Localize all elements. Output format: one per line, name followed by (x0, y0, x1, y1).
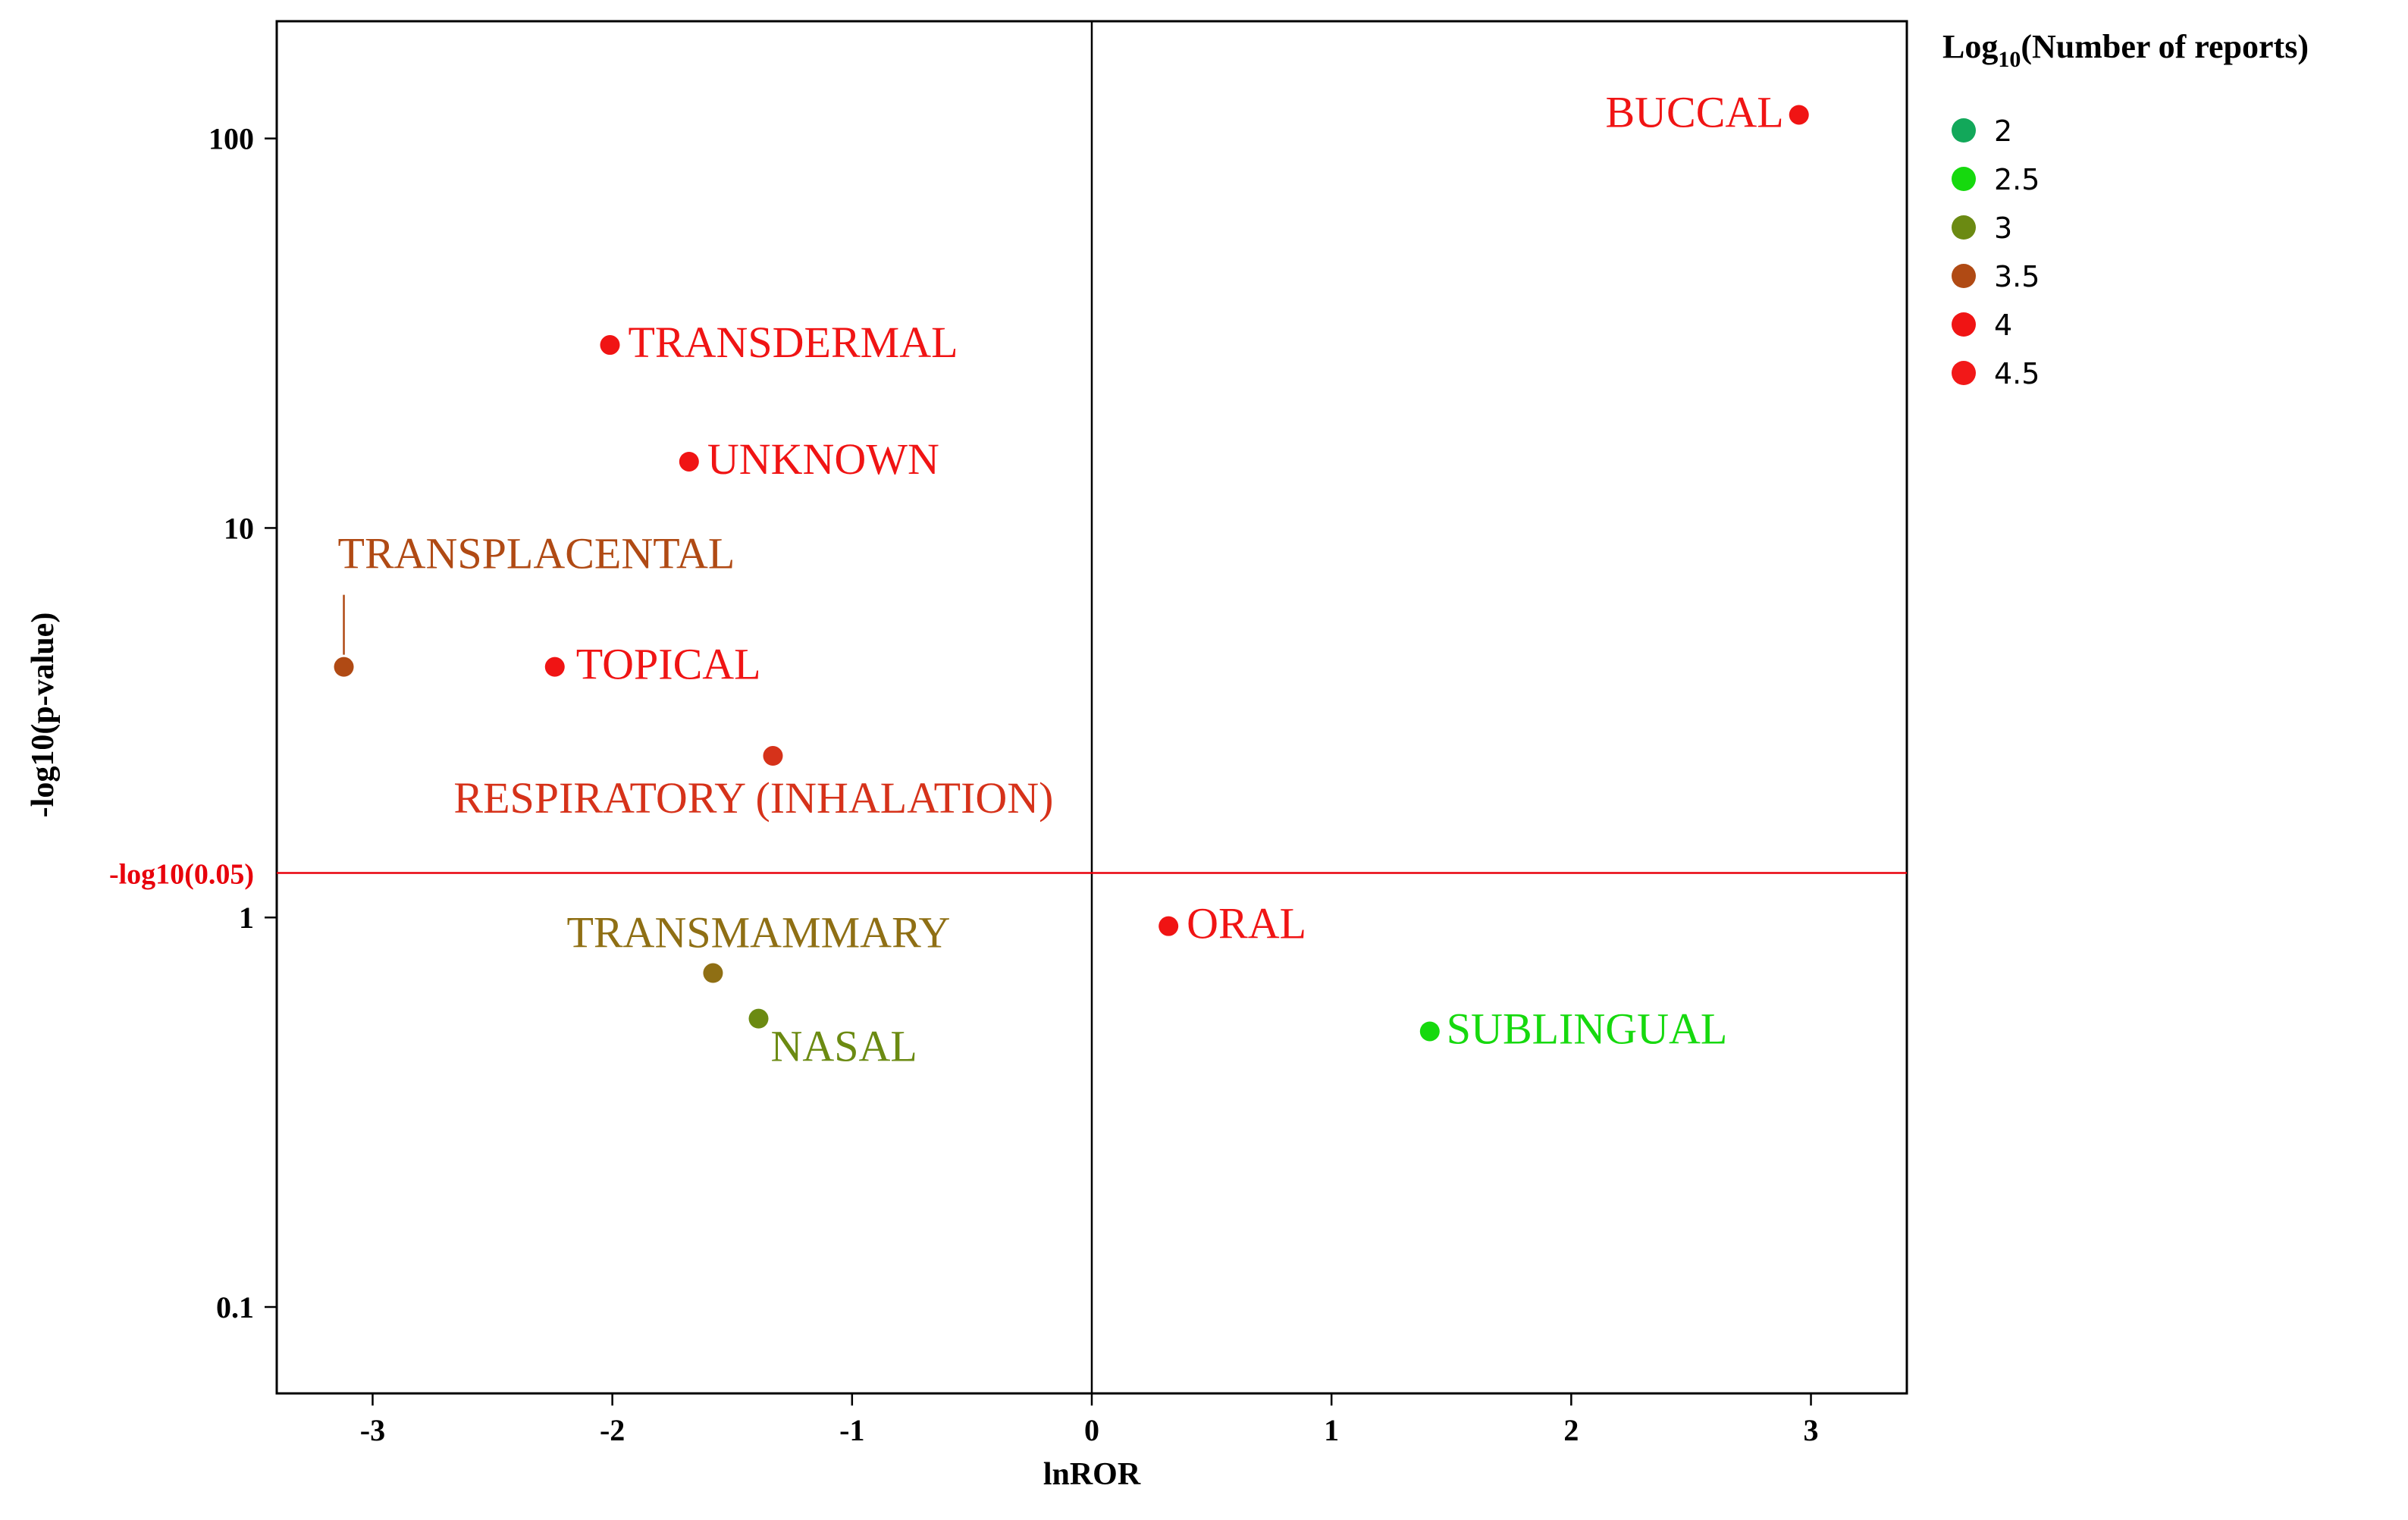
legend-swatch (1952, 361, 1976, 385)
legend-label: 4.5 (1994, 357, 2040, 390)
point-label: NASAL (771, 1022, 917, 1071)
point-unknown (679, 451, 699, 472)
point-label: BUCCAL (1605, 87, 1783, 136)
x-tick-label: 0 (1084, 1413, 1099, 1447)
x-tick-label: 1 (1324, 1413, 1339, 1447)
axes: -log10(0.05) -3 -2 -1 0 1 2 3 0.1 1 10 100 lnROR -log… (26, 122, 1819, 1492)
legend: Log10(Number of reports) 2 2.5 3 3.5 4 4.5 (1942, 28, 2309, 390)
reference-lines (277, 21, 1907, 1393)
legend-swatch (1952, 312, 1976, 337)
point-label: RESPIRATORY (INHALATION) (453, 773, 1053, 823)
point-label: SUBLINGUAL (1447, 1004, 1728, 1053)
threshold-label: -log10(0.05) (109, 859, 254, 891)
legend-label: 4 (1994, 309, 2012, 342)
y-tick-label: 100 (209, 122, 254, 156)
point-transplacental (334, 657, 354, 677)
y-tick-label: 1 (239, 901, 254, 935)
point-label: TRANSDERMAL (628, 318, 958, 367)
y-tick-label: 0.1 (216, 1290, 254, 1324)
legend-swatch (1952, 215, 1976, 240)
point-buccal (1789, 105, 1809, 125)
legend-swatch (1952, 167, 1976, 191)
point-label: ORAL (1187, 899, 1306, 948)
point-label: TRANSMAMMARY (566, 908, 950, 957)
legend-swatch (1952, 118, 1976, 143)
x-tick-label: -1 (839, 1413, 864, 1447)
point-transmammary (703, 963, 723, 983)
legend-swatch (1952, 264, 1976, 288)
point-respiratory-inhalation (763, 746, 783, 766)
y-axis-label: -log10(p-value) (26, 613, 61, 818)
legend-title: Log10(Number of reports) (1942, 28, 2309, 72)
point-label: TOPICAL (576, 640, 761, 689)
x-tick-label: -2 (600, 1413, 625, 1447)
point-transdermal (600, 335, 620, 356)
data-points: BUCCAL TRANSDERMAL UNKNOWN TRANSPLACENTAL TO… (334, 87, 1809, 1071)
x-tick-label: 3 (1804, 1413, 1819, 1447)
point-topical (544, 657, 565, 677)
x-axis-label: lnROR (1043, 1457, 1141, 1492)
point-sublingual (1419, 1021, 1440, 1042)
y-tick-label: 10 (224, 511, 254, 545)
legend-label: 2 (1994, 114, 2012, 148)
legend-label: 2.5 (1994, 163, 2040, 196)
point-label: UNKNOWN (707, 434, 939, 484)
x-tick-label: -3 (360, 1413, 385, 1447)
point-oral (1159, 916, 1179, 936)
point-label: TRANSPLACENTAL (338, 529, 735, 578)
point-nasal (748, 1008, 769, 1029)
x-tick-label: 2 (1563, 1413, 1579, 1447)
legend-label: 3.5 (1994, 260, 2040, 293)
legend-label: 3 (1994, 212, 2012, 245)
